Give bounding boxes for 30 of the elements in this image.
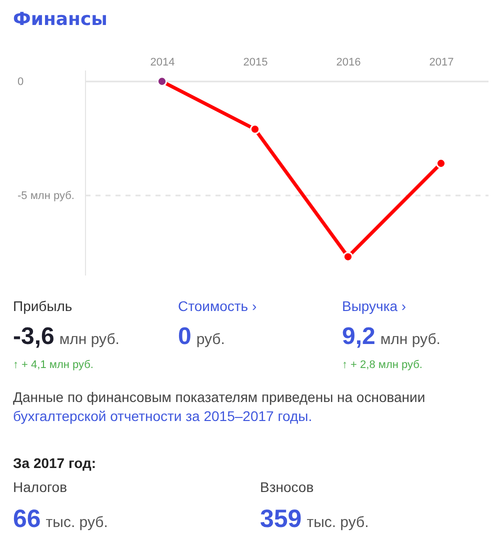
- text: 0: [178, 323, 192, 350]
- text: Стоимость ›: [178, 298, 257, 314]
- text: руб.: [196, 331, 225, 348]
- y-tick-label: -5 млн руб.: [18, 190, 74, 202]
- text: млн руб.: [380, 331, 440, 348]
- text: 66: [13, 505, 41, 533]
- text: ↑ + 4,1 млн руб.: [13, 359, 94, 371]
- x-tick-label: 2014: [150, 56, 175, 68]
- text: 9,2: [342, 323, 376, 350]
- text: -3,6: [13, 323, 54, 350]
- text: 359: [260, 505, 302, 533]
- point: [342, 252, 354, 262]
- text: млн руб.: [59, 331, 120, 348]
- text: Взносов: [260, 479, 314, 495]
- text: Данные по финансовым показателям приведены на основании: [13, 389, 426, 405]
- chart-title: Финансы: [13, 9, 108, 30]
- x-tick-label: 2017: [429, 56, 454, 68]
- text: За 2017 год:: [13, 455, 96, 471]
- point: [436, 158, 446, 168]
- text: тыс. руб.: [46, 514, 108, 531]
- x-tick-label: 2016: [336, 56, 361, 68]
- x-tick-label: 2015: [243, 56, 268, 68]
- point: [250, 124, 260, 134]
- text: Выручка ›: [342, 298, 406, 314]
- point: [156, 76, 168, 86]
- text: Налогов: [13, 479, 68, 495]
- text: ↑ + 2,8 млн руб.: [342, 359, 422, 371]
- text: бухгалтерской отчетности за 2015–2017 годы.: [13, 408, 312, 424]
- text: тыс. руб.: [306, 514, 369, 531]
- text: Прибыль: [13, 298, 72, 314]
